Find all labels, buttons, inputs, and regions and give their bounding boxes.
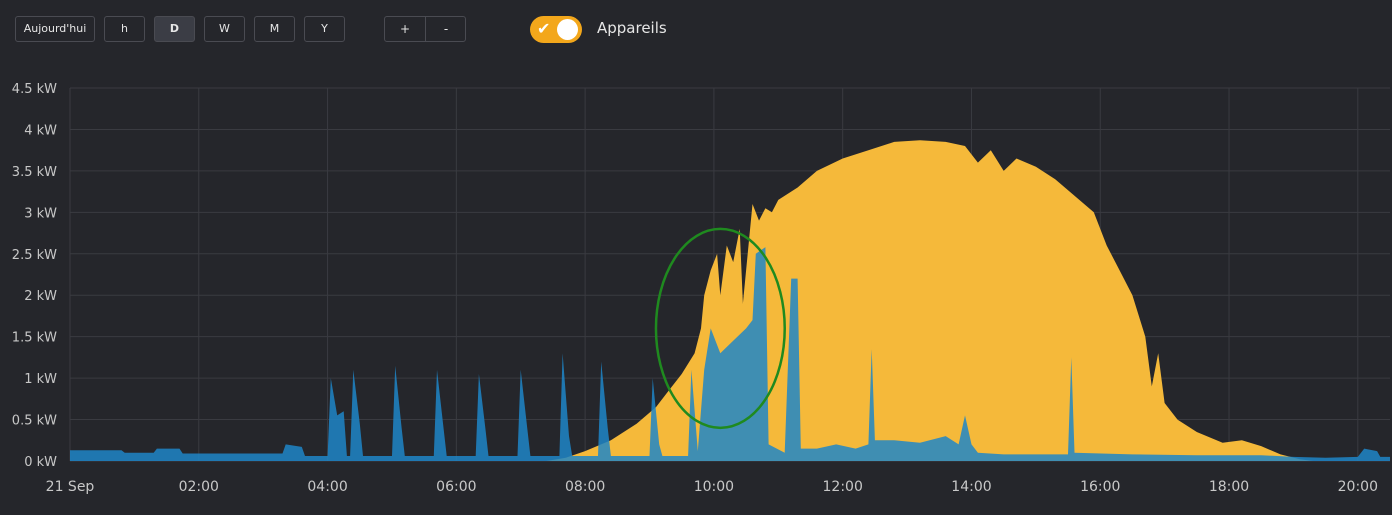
y-tick-label: 1 kW (24, 372, 57, 387)
devices-toggle[interactable]: ✔ (530, 16, 582, 43)
x-tick-label: 16:00 (1080, 479, 1120, 495)
zoom-divider (425, 17, 426, 41)
x-tick-label: 04:00 (307, 479, 347, 495)
highlight-ellipse (654, 227, 786, 430)
production-area (70, 140, 1390, 461)
zoom-out-button[interactable]: - (443, 22, 449, 36)
x-tick-label: 10:00 (694, 479, 734, 495)
y-tick-label: 2 kW (24, 289, 57, 304)
y-tick-label: 0 kW (24, 455, 57, 470)
toggle-knob (557, 19, 578, 40)
chart-areas (70, 140, 1390, 461)
period-year-button[interactable]: Y (304, 16, 345, 42)
y-tick-label: 2.5 kW (12, 248, 57, 263)
x-tick-label: 18:00 (1209, 479, 1249, 495)
x-tick-label: 21 Sep (46, 479, 95, 495)
x-axis: 21 Sep 02:00 04:00 06:00 08:00 10:00 12:00 14:0… (46, 479, 1378, 495)
y-tick-label: 3 kW (24, 206, 57, 221)
x-tick-label: 14:00 (951, 479, 991, 495)
zoom-in-button[interactable]: + (399, 22, 411, 36)
period-month-button[interactable]: M (254, 16, 295, 42)
today-button[interactable]: Aujourd'hui (15, 16, 95, 42)
y-tick-label: 0.5 kW (12, 414, 57, 429)
period-day-button[interactable]: D (154, 16, 195, 42)
x-tick-label: 02:00 (179, 479, 219, 495)
consumption-area (70, 247, 1390, 461)
x-tick-label: 20:00 (1338, 479, 1378, 495)
y-tick-label: 4.5 kW (12, 82, 57, 97)
chart-annotation (654, 227, 786, 430)
period-hour-button[interactable]: h (104, 16, 145, 42)
x-tick-label: 12:00 (823, 479, 863, 495)
zoom-button-group: + - (384, 16, 466, 42)
y-axis: 0 kW 0.5 kW 1 kW 1.5 kW 2 kW 2.5 kW 3 kW 3.5 kW… (12, 82, 57, 470)
devices-toggle-label: Appareils (597, 19, 667, 37)
x-tick-label: 06:00 (436, 479, 476, 495)
y-tick-label: 1.5 kW (12, 331, 57, 346)
period-week-button[interactable]: W (204, 16, 245, 42)
toolbar: Aujourd'hui h D W M Y + - ✔ Appareils (0, 0, 1392, 60)
check-icon: ✔ (537, 19, 551, 38)
x-tick-label: 08:00 (565, 479, 605, 495)
y-tick-label: 4 kW (24, 123, 57, 138)
y-tick-label: 3.5 kW (12, 165, 57, 180)
